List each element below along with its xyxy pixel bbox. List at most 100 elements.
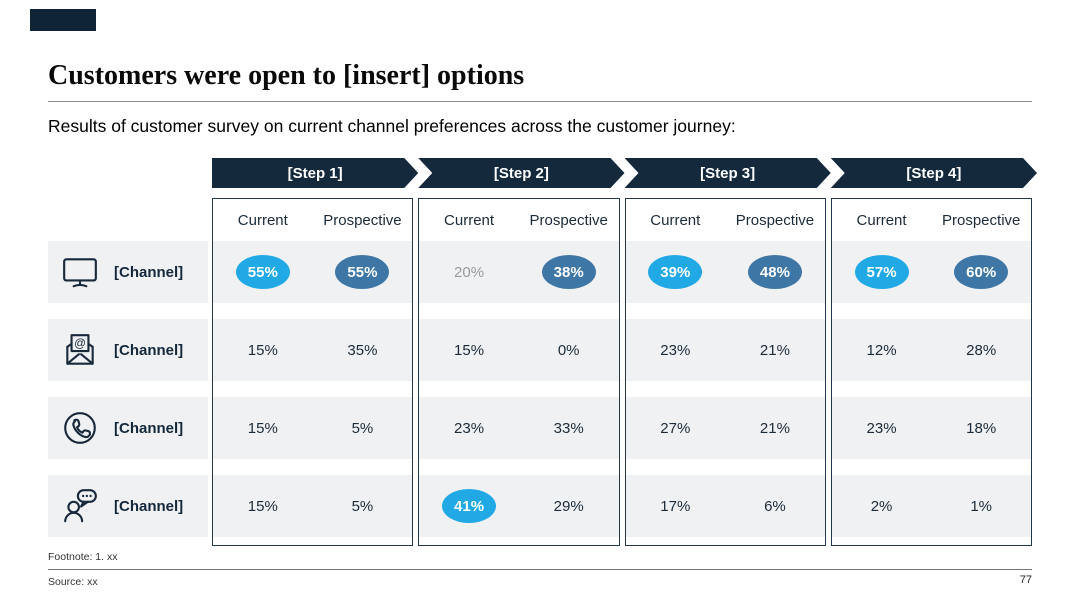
page-title: Customers were open to [insert] options <box>48 60 525 91</box>
table-cell: 15% <box>213 342 313 359</box>
column-headers: Current Prospective <box>213 199 412 241</box>
table-cell: 1% <box>931 498 1031 515</box>
subtitle: Results of customer survey on current ch… <box>48 116 736 136</box>
current-header: Current <box>444 211 495 229</box>
step-label: [Step 4] <box>906 164 962 182</box>
value-text: 6% <box>764 497 786 515</box>
value-text: 35% <box>347 341 378 359</box>
highlight-oval: 38% <box>541 255 596 289</box>
step-table-box: Current Prospective 55% 55% 15% 35% 15% 5% 15%… <box>212 198 414 546</box>
prospective-header: Prospective <box>942 211 1021 229</box>
channel-label: [Channel] <box>114 341 184 359</box>
footnote-text: Footnote: 1. xx <box>48 551 118 563</box>
value-text: 5% <box>351 497 374 515</box>
survey-table: [Channel] @ [Channel] <box>48 158 1032 546</box>
table-cell: 57% <box>832 255 932 289</box>
table-cell: 27% <box>626 420 726 437</box>
value-text: 17% <box>660 497 691 515</box>
step-column: [Step 4] Current Prospective 57% 60% 12% 28… <box>830 158 1032 546</box>
prospective-header: Prospective <box>735 211 815 229</box>
table-cell: 0% <box>519 342 619 359</box>
step-banner: [Step 1] <box>212 158 418 188</box>
channel-label: [Channel] <box>114 263 184 281</box>
table-row: 57% 60% <box>831 241 1031 303</box>
value-text: 15% <box>247 419 278 437</box>
table-row: 2% 1% <box>831 475 1031 537</box>
table-cell: 20% <box>419 264 519 281</box>
value-text: 28% <box>966 341 997 359</box>
table-cell: 5% <box>313 420 413 437</box>
value-text: 29% <box>553 497 584 515</box>
table-row: 15% 5% <box>213 397 413 459</box>
table-row: 39% 48% <box>625 241 825 303</box>
current-header: Current <box>856 211 907 229</box>
title-divider <box>48 101 1032 102</box>
monitor-icon <box>60 253 100 291</box>
step-columns: [Step 1] Current Prospective 55% 55% 15% 35… <box>212 158 1032 546</box>
table-cell: 5% <box>313 498 413 515</box>
table-cell: 21% <box>725 342 825 359</box>
current-header: Current <box>650 211 701 229</box>
page-number: 77 <box>1019 574 1032 586</box>
table-cell: 29% <box>519 498 619 515</box>
data-rows: 20% 38% 15% 0% 23% 33% 41% 29% <box>419 241 619 537</box>
step-table-box: Current Prospective 57% 60% 12% 28% 23% 18% 2%… <box>830 198 1032 546</box>
channel-row: [Channel] <box>48 241 208 303</box>
table-row: 41% 29% <box>419 475 619 537</box>
highlight-oval: 55% <box>235 255 290 289</box>
table-cell: 38% <box>519 255 619 289</box>
table-cell: 23% <box>419 420 519 437</box>
table-row: 55% 55% <box>213 241 413 303</box>
step-label: [Step 1] <box>287 164 343 182</box>
table-row: 23% 21% <box>625 319 825 381</box>
step-table-box: Current Prospective 20% 38% 15% 0% 23% 33% 41%… <box>418 198 620 546</box>
table-cell: 55% <box>213 255 313 289</box>
column-headers: Current Prospective <box>626 199 825 241</box>
channel-label: [Channel] <box>114 497 184 515</box>
highlight-oval: 48% <box>747 255 802 289</box>
table-cell: 33% <box>519 420 619 437</box>
data-rows: 55% 55% 15% 35% 15% 5% 15% 5% <box>213 241 413 537</box>
table-cell: 18% <box>931 420 1031 437</box>
value-text: 20% <box>454 263 485 281</box>
table-row: 15% 0% <box>419 319 619 381</box>
email-icon: @ <box>60 331 100 369</box>
table-cell: 15% <box>419 342 519 359</box>
table-cell: 41% <box>419 489 519 523</box>
table-cell: 21% <box>725 420 825 437</box>
source-text: Source: xx <box>48 576 98 588</box>
footer-divider <box>48 569 1032 570</box>
value-text: 15% <box>247 497 278 515</box>
value-text: 5% <box>351 419 374 437</box>
step-label: [Step 3] <box>700 164 756 182</box>
prospective-header: Prospective <box>323 211 402 229</box>
svg-text:@: @ <box>74 337 86 350</box>
table-cell: 12% <box>832 342 932 359</box>
table-cell: 39% <box>626 255 726 289</box>
value-text: 21% <box>759 341 790 359</box>
column-headers: Current Prospective <box>832 199 1031 241</box>
step-banner: [Step 4] <box>831 158 1037 188</box>
value-text: 18% <box>966 419 997 437</box>
highlight-oval: 55% <box>335 255 390 289</box>
table-cell: 2% <box>832 498 932 515</box>
channel-row: @ [Channel] <box>48 319 208 381</box>
channel-label: [Channel] <box>114 419 184 437</box>
channel-row: [Channel] <box>48 475 208 537</box>
chat-icon <box>60 487 100 525</box>
value-text: 15% <box>454 341 485 359</box>
table-cell: 15% <box>213 420 313 437</box>
value-text: 33% <box>553 419 584 437</box>
table-cell: 23% <box>832 420 932 437</box>
step-column: [Step 3] Current Prospective 39% 48% 23% 21… <box>624 158 826 546</box>
value-text: 2% <box>870 497 893 515</box>
data-rows: 39% 48% 23% 21% 27% 21% 17% 6% <box>625 241 825 537</box>
channel-row: [Channel] <box>48 397 208 459</box>
table-cell: 6% <box>725 498 825 515</box>
step-table-box: Current Prospective 39% 48% 23% 21% 27% 21% 17… <box>624 198 826 546</box>
highlight-oval: 57% <box>854 255 909 289</box>
table-row: 23% 33% <box>419 397 619 459</box>
step-banner: [Step 3] <box>625 158 831 188</box>
table-cell: 60% <box>931 255 1031 289</box>
